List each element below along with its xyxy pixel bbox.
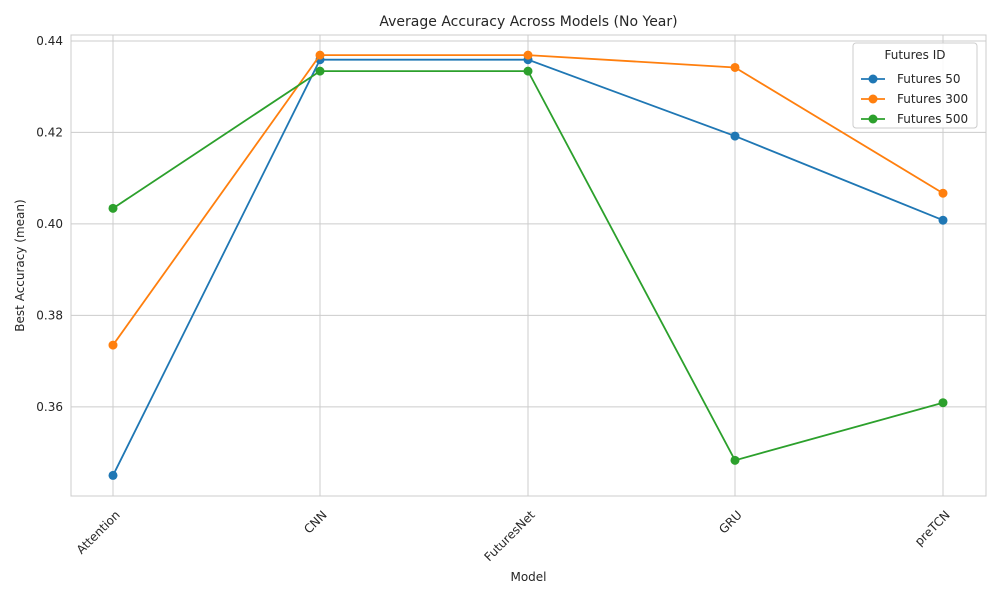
- series-futures-300: [108, 50, 948, 350]
- data-point: [938, 215, 948, 225]
- y-axis-label: Best Accuracy (mean): [13, 199, 27, 331]
- x-axis-label: Model: [510, 570, 546, 584]
- legend-label: Futures 500: [897, 112, 968, 126]
- series-layer: [108, 50, 948, 480]
- data-point: [523, 66, 533, 76]
- x-tick-label: Attention: [74, 508, 123, 557]
- y-tick-label: 0.42: [36, 125, 63, 139]
- data-point: [938, 188, 948, 198]
- y-tick-label: 0.44: [36, 34, 63, 48]
- x-tick-label: GRU: [716, 508, 745, 537]
- legend-label: Futures 300: [897, 92, 968, 106]
- data-point: [730, 131, 740, 141]
- data-point: [315, 66, 325, 76]
- x-tick-label: CNN: [301, 508, 330, 537]
- plot-area-frame: [70, 34, 987, 497]
- legend-item: Futures 50: [861, 72, 961, 86]
- x-tick-label: FuturesNet: [482, 508, 538, 564]
- legend-marker: [868, 94, 878, 104]
- data-point: [108, 470, 118, 480]
- legend-title: Futures ID: [884, 48, 945, 62]
- y-tick-label: 0.40: [36, 217, 63, 231]
- series-futures-500: [108, 66, 948, 465]
- chart-title: Average Accuracy Across Models (No Year): [379, 14, 677, 30]
- y-axis-ticks: 0.36 0.38 0.40 0.42 0.44: [36, 34, 63, 414]
- data-point: [315, 50, 325, 60]
- y-tick-label: 0.38: [36, 308, 63, 322]
- legend-item: Futures 500: [861, 112, 968, 126]
- legend-marker: [868, 114, 878, 124]
- data-point: [108, 340, 118, 350]
- grid-lines: [71, 35, 986, 496]
- legend-box: [852, 42, 978, 129]
- x-tick-label: preTCN: [912, 508, 953, 549]
- legend-item: Futures 300: [861, 92, 968, 106]
- legend-items: Futures 50 Futures 300 Futures 500: [861, 72, 968, 126]
- data-point: [730, 455, 740, 465]
- data-point: [730, 62, 740, 72]
- data-point: [108, 203, 118, 213]
- data-point: [938, 398, 948, 408]
- legend-marker: [868, 74, 878, 84]
- legend-label: Futures 50: [897, 72, 961, 86]
- data-point: [523, 50, 533, 60]
- x-axis-ticks: Attention CNN FuturesNet GRU preTCN: [74, 508, 953, 564]
- y-tick-label: 0.36: [36, 400, 63, 414]
